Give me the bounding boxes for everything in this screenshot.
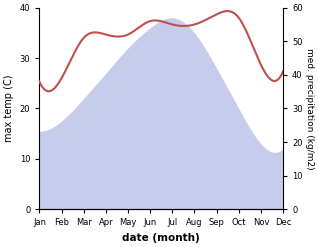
Y-axis label: med. precipitation (kg/m2): med. precipitation (kg/m2) (305, 48, 314, 169)
X-axis label: date (month): date (month) (122, 233, 200, 243)
Y-axis label: max temp (C): max temp (C) (4, 75, 14, 142)
